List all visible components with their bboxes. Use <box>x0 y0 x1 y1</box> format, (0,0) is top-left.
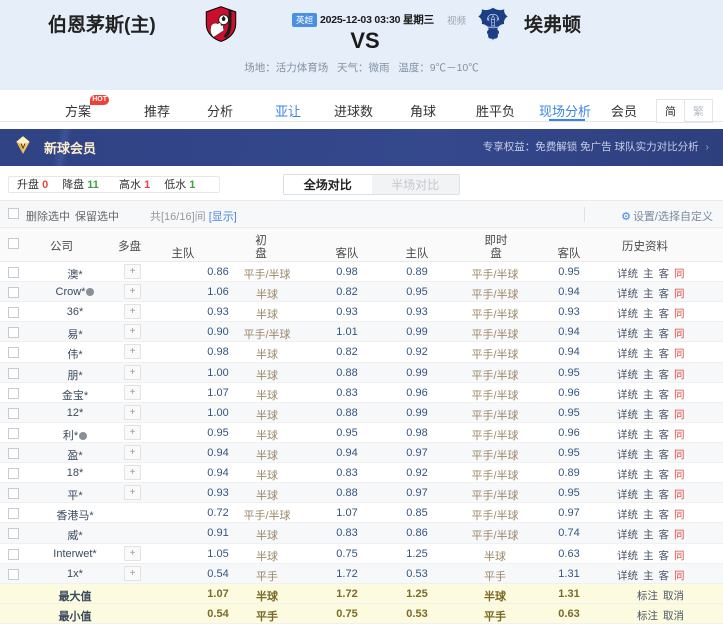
svg-text:Everton: Everton <box>487 25 498 29</box>
svg-text:V: V <box>21 142 26 150</box>
